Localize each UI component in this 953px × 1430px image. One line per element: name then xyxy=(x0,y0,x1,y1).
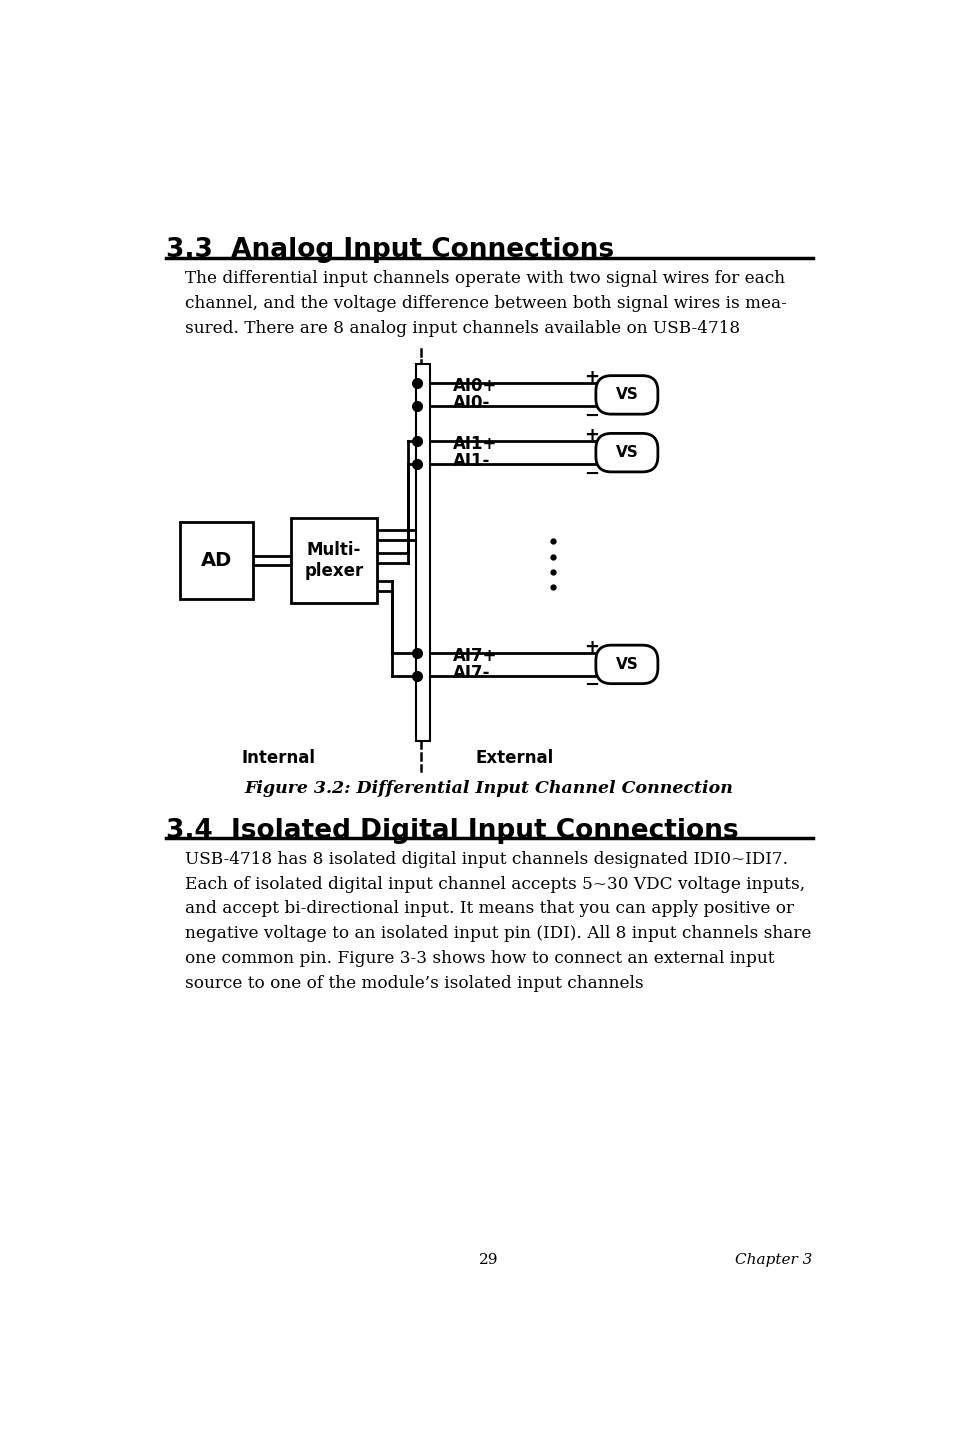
Text: −: − xyxy=(584,406,598,425)
Text: +: + xyxy=(584,638,598,656)
Text: 3.4  Isolated Digital Input Connections: 3.4 Isolated Digital Input Connections xyxy=(166,818,738,844)
Text: Chapter 3: Chapter 3 xyxy=(735,1254,812,1267)
Text: AD: AD xyxy=(201,551,232,571)
Text: 29: 29 xyxy=(478,1254,498,1267)
Text: Internal: Internal xyxy=(241,749,314,766)
Bar xyxy=(291,518,376,603)
Text: AI1-: AI1- xyxy=(452,452,489,470)
Text: Multi-
plexer: Multi- plexer xyxy=(304,541,363,579)
Bar xyxy=(179,522,253,599)
Text: AI0-: AI0- xyxy=(452,395,489,412)
FancyBboxPatch shape xyxy=(596,376,658,415)
Text: AI7+: AI7+ xyxy=(452,646,497,665)
FancyBboxPatch shape xyxy=(596,645,658,684)
Text: AI0+: AI0+ xyxy=(452,378,497,396)
Text: USB-4718 has 8 isolated digital input channels designated IDI0~IDI7.
Each of iso: USB-4718 has 8 isolated digital input ch… xyxy=(185,851,811,992)
Text: VS: VS xyxy=(615,388,638,402)
Text: +: + xyxy=(584,368,598,386)
Text: +: + xyxy=(584,426,598,443)
Text: −: − xyxy=(584,465,598,482)
Text: VS: VS xyxy=(615,445,638,460)
Text: VS: VS xyxy=(615,656,638,672)
Text: AI1+: AI1+ xyxy=(452,435,497,453)
Bar xyxy=(416,365,430,741)
Text: Figure 3.2: Differential Input Channel Connection: Figure 3.2: Differential Input Channel C… xyxy=(244,779,733,797)
Text: −: − xyxy=(584,676,598,694)
Text: AI7-: AI7- xyxy=(452,664,490,682)
FancyBboxPatch shape xyxy=(596,433,658,472)
Text: External: External xyxy=(475,749,553,766)
Text: 3.3  Analog Input Connections: 3.3 Analog Input Connections xyxy=(166,237,613,263)
Text: The differential input channels operate with two signal wires for each
channel, : The differential input channels operate … xyxy=(185,270,786,336)
